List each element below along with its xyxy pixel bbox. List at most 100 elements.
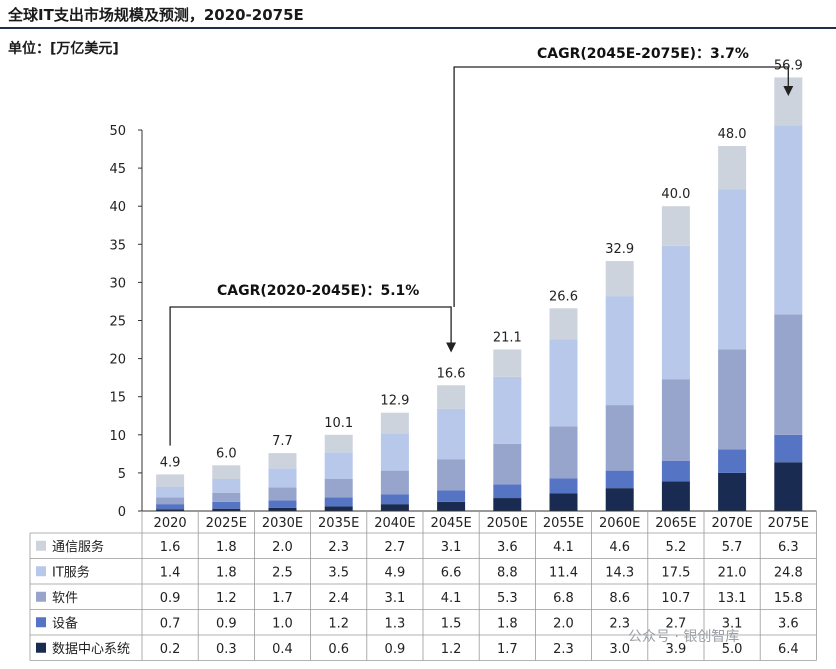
- bar-segment-软件: [437, 459, 466, 491]
- legend-label: 设备: [52, 615, 78, 631]
- table-cell: 0.2: [160, 642, 181, 657]
- bar-segment-数据中心系统: [380, 504, 409, 511]
- legend-swatch: [36, 540, 46, 551]
- table-cell: 2.7: [666, 616, 687, 631]
- table-cell: 0.9: [216, 616, 237, 631]
- table-cell: 3.1: [385, 591, 406, 606]
- bar-segment-数据中心系统: [549, 493, 578, 511]
- bar-segment-数据中心系统: [661, 481, 690, 511]
- x-category-label: 2030E: [262, 516, 303, 531]
- table-cell: 2.3: [328, 540, 349, 555]
- table-cell: 6.6: [441, 565, 462, 580]
- table-cell: 0.4: [272, 642, 293, 657]
- x-category-label: 2055E: [543, 516, 584, 531]
- bar-segment-软件: [380, 470, 409, 495]
- bar-segment-IT服务: [718, 189, 747, 350]
- bar-segment-数据中心系统: [324, 506, 353, 511]
- table-cell: 1.8: [216, 565, 237, 580]
- bar-segment-IT服务: [437, 408, 466, 460]
- y-tick-label: 25: [109, 315, 126, 330]
- x-category-label: 2020: [154, 516, 187, 531]
- table-cell: 4.6: [609, 540, 630, 555]
- y-tick-label: 35: [109, 238, 126, 253]
- y-tick-label: 5: [118, 467, 126, 482]
- table-cell: 3.1: [722, 616, 743, 631]
- bar-segment-通信服务: [661, 206, 690, 246]
- unit-label: 单位：[万亿美元]: [8, 41, 119, 57]
- bar-segment-数据中心系统: [774, 462, 803, 511]
- x-category-label: 2070E: [711, 516, 752, 531]
- table-cell: 24.8: [774, 565, 803, 580]
- y-tick-label: 10: [109, 429, 126, 444]
- bar-segment-通信服务: [268, 453, 297, 469]
- table-cell: 10.7: [661, 591, 690, 606]
- legend-label: IT服务: [52, 564, 90, 580]
- legend-swatch: [36, 566, 46, 577]
- bar-segment-软件: [324, 478, 353, 498]
- bar-segment-IT服务: [156, 486, 185, 498]
- total-label: 6.0: [216, 446, 237, 461]
- bar-segment-设备: [437, 490, 466, 502]
- bar-segment-通信服务: [549, 308, 578, 340]
- table-cell: 2.5: [272, 565, 293, 580]
- table-cell: 3.6: [497, 540, 518, 555]
- bar-segment-设备: [156, 504, 185, 510]
- bar-segment-IT服务: [774, 125, 803, 315]
- table-cell: 0.9: [385, 642, 406, 657]
- total-label: 10.1: [324, 416, 353, 431]
- legend-label: 数据中心系统: [52, 642, 130, 657]
- bar-segment-数据中心系统: [437, 501, 466, 511]
- table-cell: 3.5: [328, 565, 349, 580]
- y-axis: 0 5 10 15 20 25 30 35 40 45 50: [109, 124, 143, 520]
- bar-segment-软件: [661, 379, 690, 461]
- table-cell: 1.2: [216, 591, 237, 606]
- y-tick-label: 50: [109, 124, 126, 139]
- chart-title: 全球IT支出市场规模及预测，2020-2075E: [8, 6, 304, 24]
- bar-segment-通信服务: [493, 349, 522, 377]
- x-category-label: 2045E: [430, 516, 471, 531]
- cagr-2-arrowhead: [783, 86, 794, 96]
- table-cell: 1.8: [497, 616, 518, 631]
- table-cell: 2.3: [609, 616, 630, 631]
- bar-segment-数据中心系统: [212, 508, 241, 511]
- total-label: 21.1: [493, 330, 522, 345]
- bar-segment-设备: [661, 460, 690, 482]
- bar-segment-软件: [156, 497, 185, 505]
- legend-swatch: [36, 642, 46, 653]
- bar-segment-通信服务: [212, 465, 241, 479]
- total-label: 40.0: [661, 187, 690, 202]
- table-cell: 1.3: [385, 616, 406, 631]
- table-cell: 6.4: [778, 642, 799, 657]
- table-cell: 5.2: [666, 540, 687, 555]
- bar-segment-设备: [549, 478, 578, 494]
- bar-segment-IT服务: [324, 452, 353, 479]
- table-cell: 1.2: [441, 642, 462, 657]
- bar-segment-数据中心系统: [493, 498, 522, 511]
- bar-segment-设备: [718, 449, 747, 473]
- total-label: 26.6: [549, 289, 578, 304]
- table-cell: 2.0: [553, 616, 574, 631]
- bar-segment-软件: [774, 314, 803, 435]
- table-cell: 4.1: [553, 540, 574, 555]
- total-label: 56.9: [774, 58, 803, 73]
- table-cell: 2.3: [553, 642, 574, 657]
- bar-segment-软件: [212, 492, 241, 502]
- bar-segment-IT服务: [549, 339, 578, 427]
- bar-segment-IT服务: [661, 245, 690, 380]
- table-cell: 1.7: [272, 591, 293, 606]
- table-cell: 21.0: [718, 565, 747, 580]
- bar-segment-软件: [268, 487, 297, 501]
- bar-segment-数据中心系统: [156, 509, 185, 511]
- bar-segment-通信服务: [324, 434, 353, 453]
- x-category-label: 2025E: [206, 516, 247, 531]
- cagr-2020-2045-label: CAGR(2020-2045E)：5.1%: [217, 283, 419, 299]
- table-cell: 6.3: [778, 540, 799, 555]
- table-cell: 0.3: [216, 642, 237, 657]
- x-category-label: 2065E: [655, 516, 696, 531]
- table-cell: 11.4: [549, 565, 578, 580]
- bar-segment-软件: [549, 426, 578, 479]
- table-cell: 1.4: [160, 565, 181, 580]
- bar-segment-设备: [774, 434, 803, 463]
- bar-segment-软件: [718, 349, 747, 450]
- y-tick-label: 15: [109, 391, 126, 406]
